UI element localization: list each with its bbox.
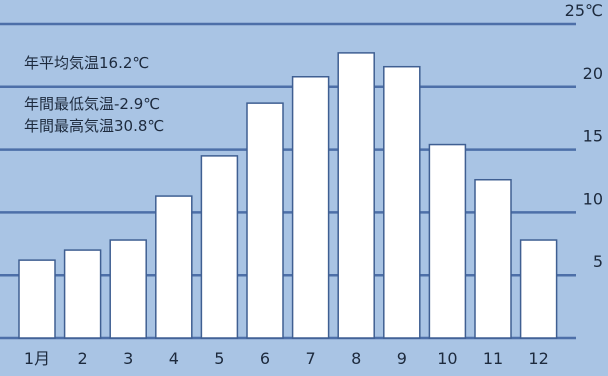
x-tick-label: 3 [123,349,133,368]
bar-month-12 [519,239,558,339]
y-tick-label: 10 [583,189,603,208]
bar-month-1 [18,259,56,339]
annual-average-temperature-label: 年平均気温16.2℃ [24,54,150,72]
x-tick-label: 7 [306,349,316,368]
bar-month-7 [291,76,330,339]
x-tick-label: 5 [214,349,224,368]
x-tick-label: 9 [397,349,407,368]
annual-minimum-temperature-label: 年間最低気温-2.9℃ [24,95,161,113]
x-tick-label: 4 [169,349,179,368]
bar-month-4 [155,195,193,339]
y-tick-label: 20 [583,64,603,83]
bar-month-2 [63,249,102,339]
x-tick-label: 10 [437,349,457,368]
bar-month-6 [246,102,284,339]
x-tick-label: 12 [528,349,548,368]
y-tick-label: 25℃ [565,1,603,20]
bar-month-8 [337,52,375,339]
bar-month-11 [474,178,512,339]
x-tick-label: 6 [260,349,270,368]
bar-month-3 [109,239,147,339]
x-tick-label: 1月 [24,349,50,368]
bar-month-9 [383,65,421,339]
y-tick-label: 15 [583,127,603,146]
annual-maximum-temperature-label: 年間最高気温30.8℃ [24,117,165,135]
bar-month-5 [200,155,239,339]
bar-month-10 [428,143,467,339]
y-tick-label: 5 [593,252,603,271]
x-tick-label: 11 [483,349,503,368]
x-tick-label: 2 [78,349,88,368]
x-tick-label: 8 [351,349,361,368]
